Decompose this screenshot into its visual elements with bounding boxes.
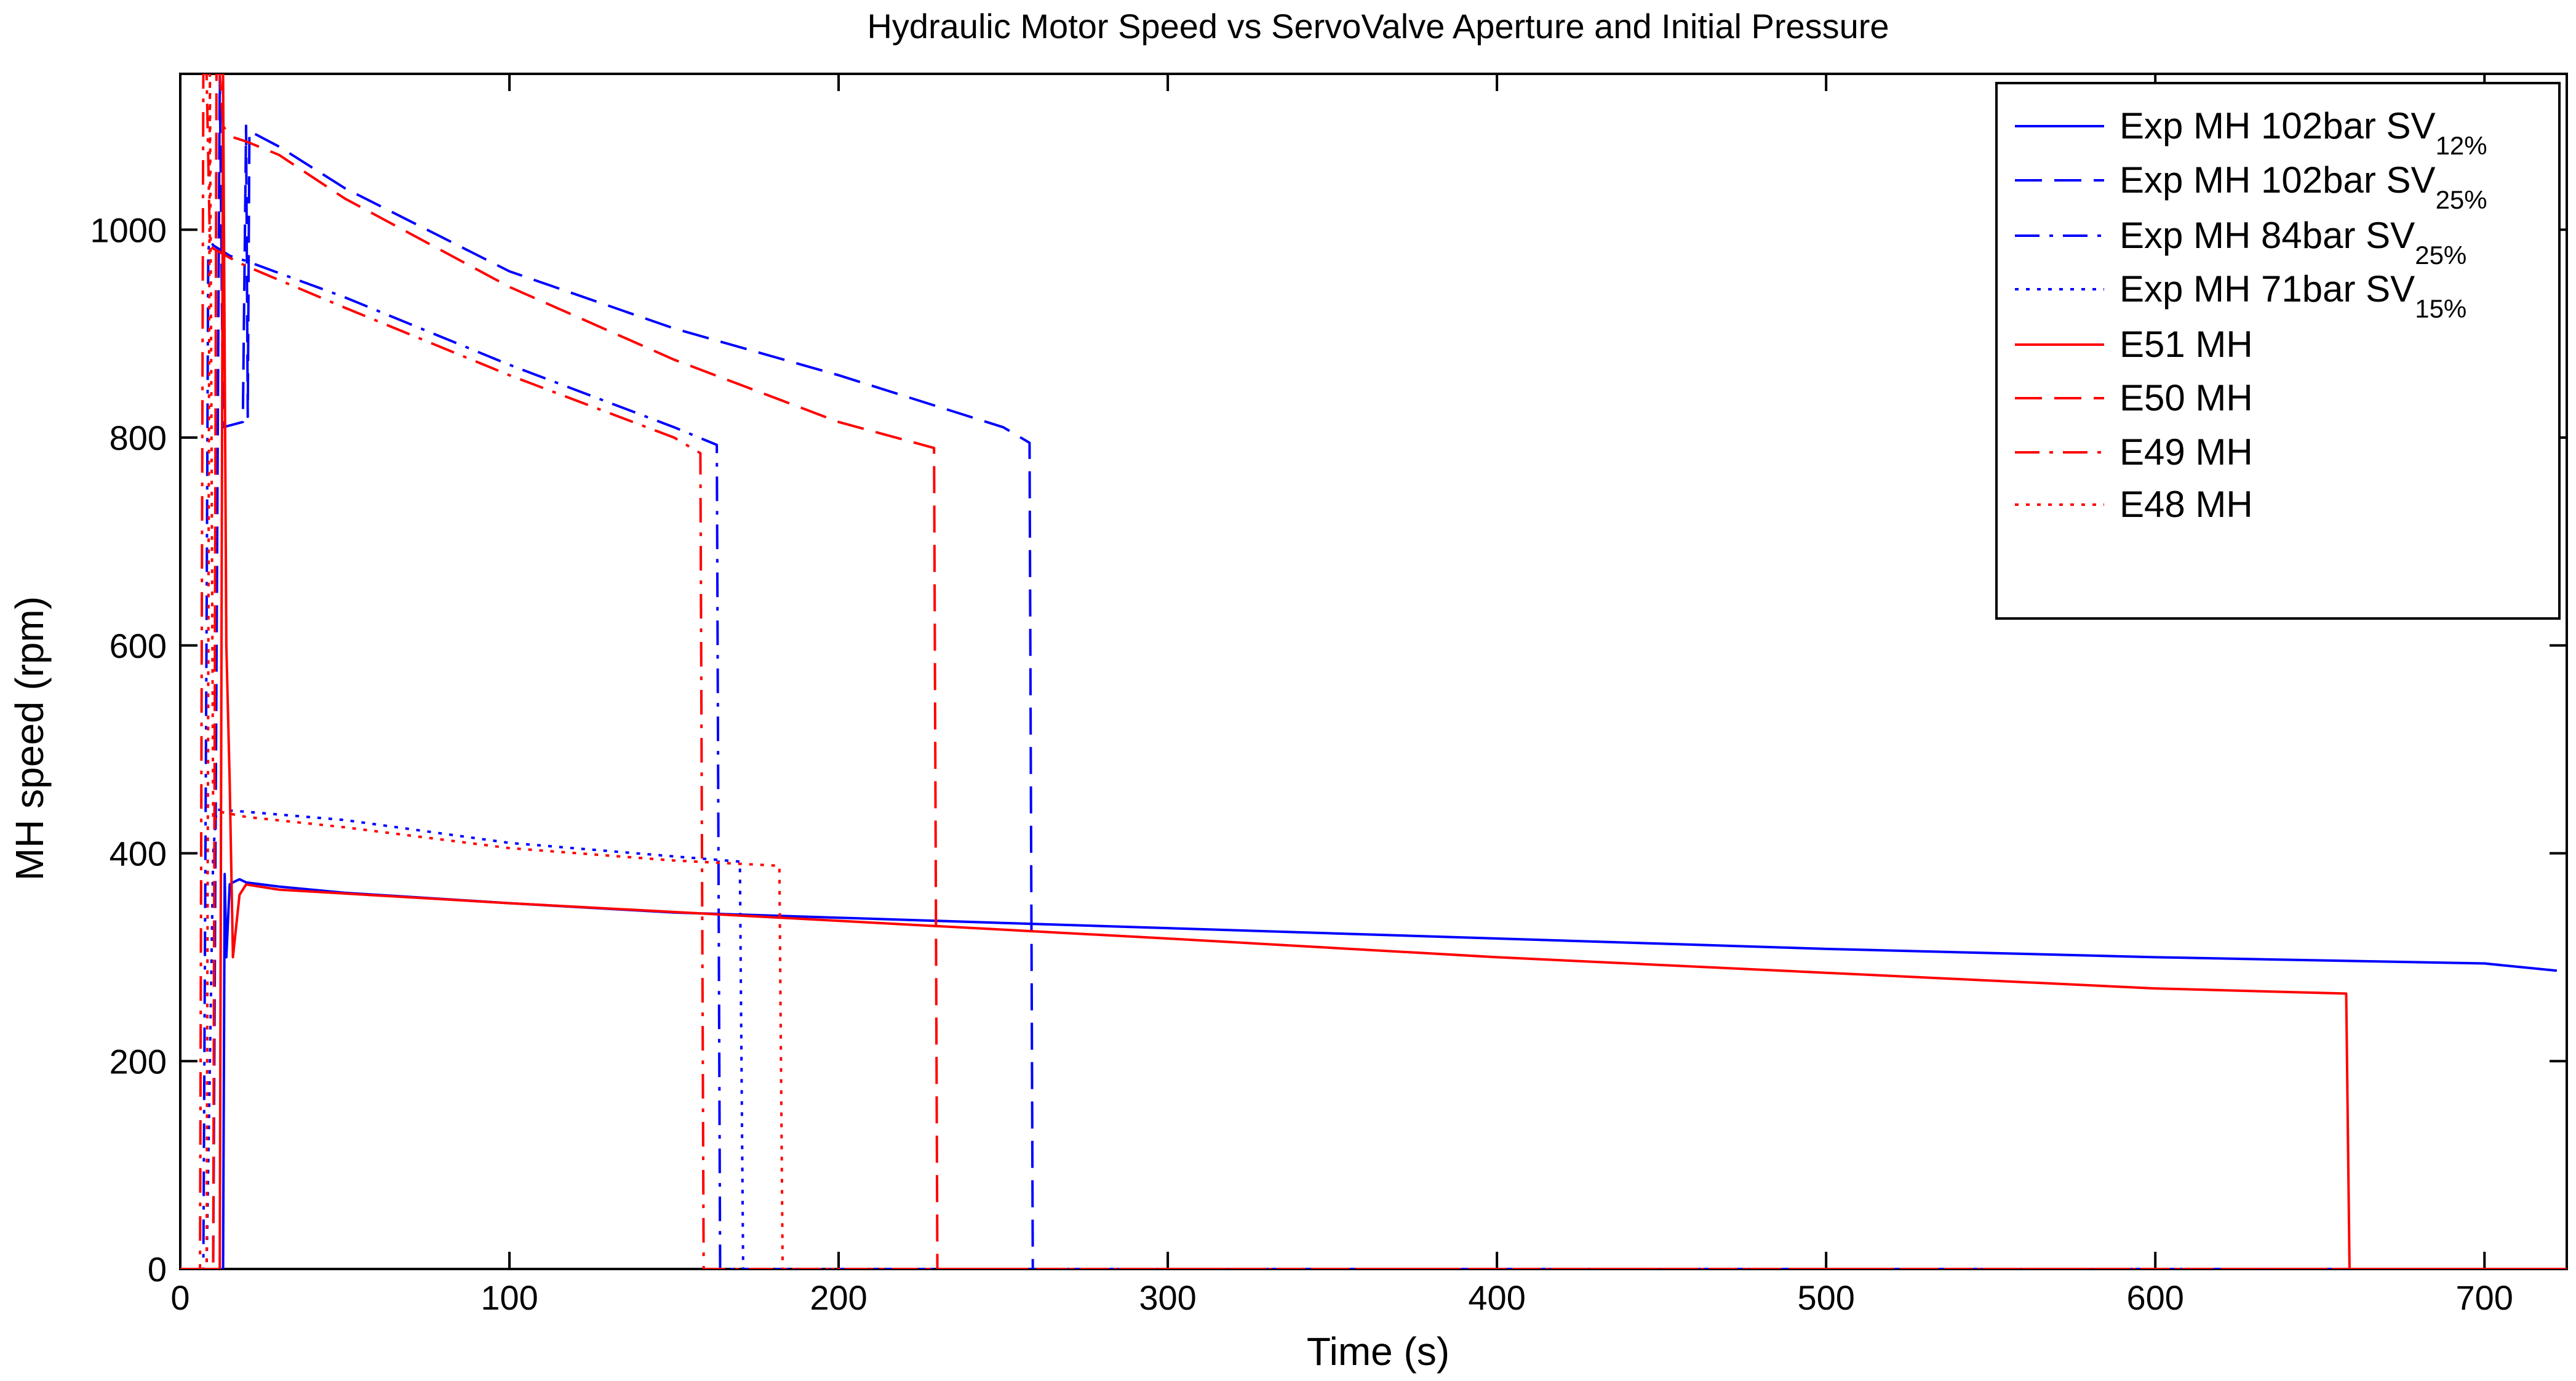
x-tick-label: 200 [810, 1278, 867, 1317]
legend-name: E50 MH [2119, 377, 2253, 418]
legend-box [1995, 82, 2561, 620]
x-tick-label: 700 [2456, 1278, 2513, 1317]
legend-name: Exp MH 84bar SV [2119, 215, 2415, 256]
x-tick-label: 600 [2126, 1278, 2183, 1317]
x-tick-label: 0 [170, 1278, 189, 1317]
x-tick-label: 300 [1139, 1278, 1196, 1317]
legend-label-7: E48 MH [2119, 484, 2253, 525]
legend-label-5: E50 MH [2119, 377, 2253, 418]
series-line-3 [180, 808, 2567, 1269]
y-axis-label: MH speed (rpm) [7, 596, 52, 881]
y-tick-label: 1000 [90, 210, 167, 249]
legend-subscript: 15% [2415, 294, 2466, 323]
legend-name: Exp MH 71bar SV [2119, 268, 2415, 310]
chart-title: Hydraulic Motor Speed vs ServoValve Aper… [867, 7, 1889, 46]
legend-name: E49 MH [2119, 431, 2253, 473]
legend-name: E51 MH [2119, 324, 2253, 365]
y-tick-label: 0 [148, 1250, 167, 1289]
series-group [180, 74, 2567, 1269]
legend-name: Exp MH 102bar SV [2119, 105, 2436, 146]
legend-label-4: E51 MH [2119, 324, 2253, 365]
series-line-6 [180, 74, 2567, 1269]
series-line-0 [180, 873, 2558, 1269]
legend-subscript: 12% [2436, 131, 2487, 160]
series-line-2 [180, 239, 2567, 1269]
series-line-5 [180, 74, 2567, 1269]
legend-subscript: 25% [2415, 241, 2466, 270]
legend-name: Exp MH 102bar SV [2119, 159, 2436, 201]
plot-area: 0 100 200 300 400 500 600 700 0 200 400 600 800 1000 [90, 73, 2568, 1317]
legend-label-2: Exp MH 84bar SV25% [2119, 215, 2466, 270]
x-tick-label: 400 [1468, 1278, 1525, 1317]
x-tick-label: 100 [481, 1278, 538, 1317]
legend-label-6: E49 MH [2119, 431, 2253, 473]
y-tick-label: 400 [110, 835, 167, 873]
legend-name: E48 MH [2119, 484, 2253, 525]
series-line-7 [180, 74, 2567, 1269]
y-tick-label: 600 [110, 626, 167, 665]
legend: Exp MH 102bar SV12%Exp MH 102bar SV25%Ex… [1995, 82, 2561, 620]
x-axis-label: Time (s) [1307, 1329, 1449, 1374]
x-tick-label: 500 [1797, 1278, 1854, 1317]
legend-subscript: 25% [2436, 185, 2487, 214]
legend-label-0: Exp MH 102bar SV12% [2119, 105, 2487, 160]
legend-label-1: Exp MH 102bar SV25% [2119, 159, 2487, 214]
series-line-4 [180, 74, 2567, 1269]
y-tick-label: 200 [110, 1042, 167, 1081]
legend-label-3: Exp MH 71bar SV15% [2119, 268, 2466, 323]
y-tick-label: 800 [110, 418, 167, 457]
